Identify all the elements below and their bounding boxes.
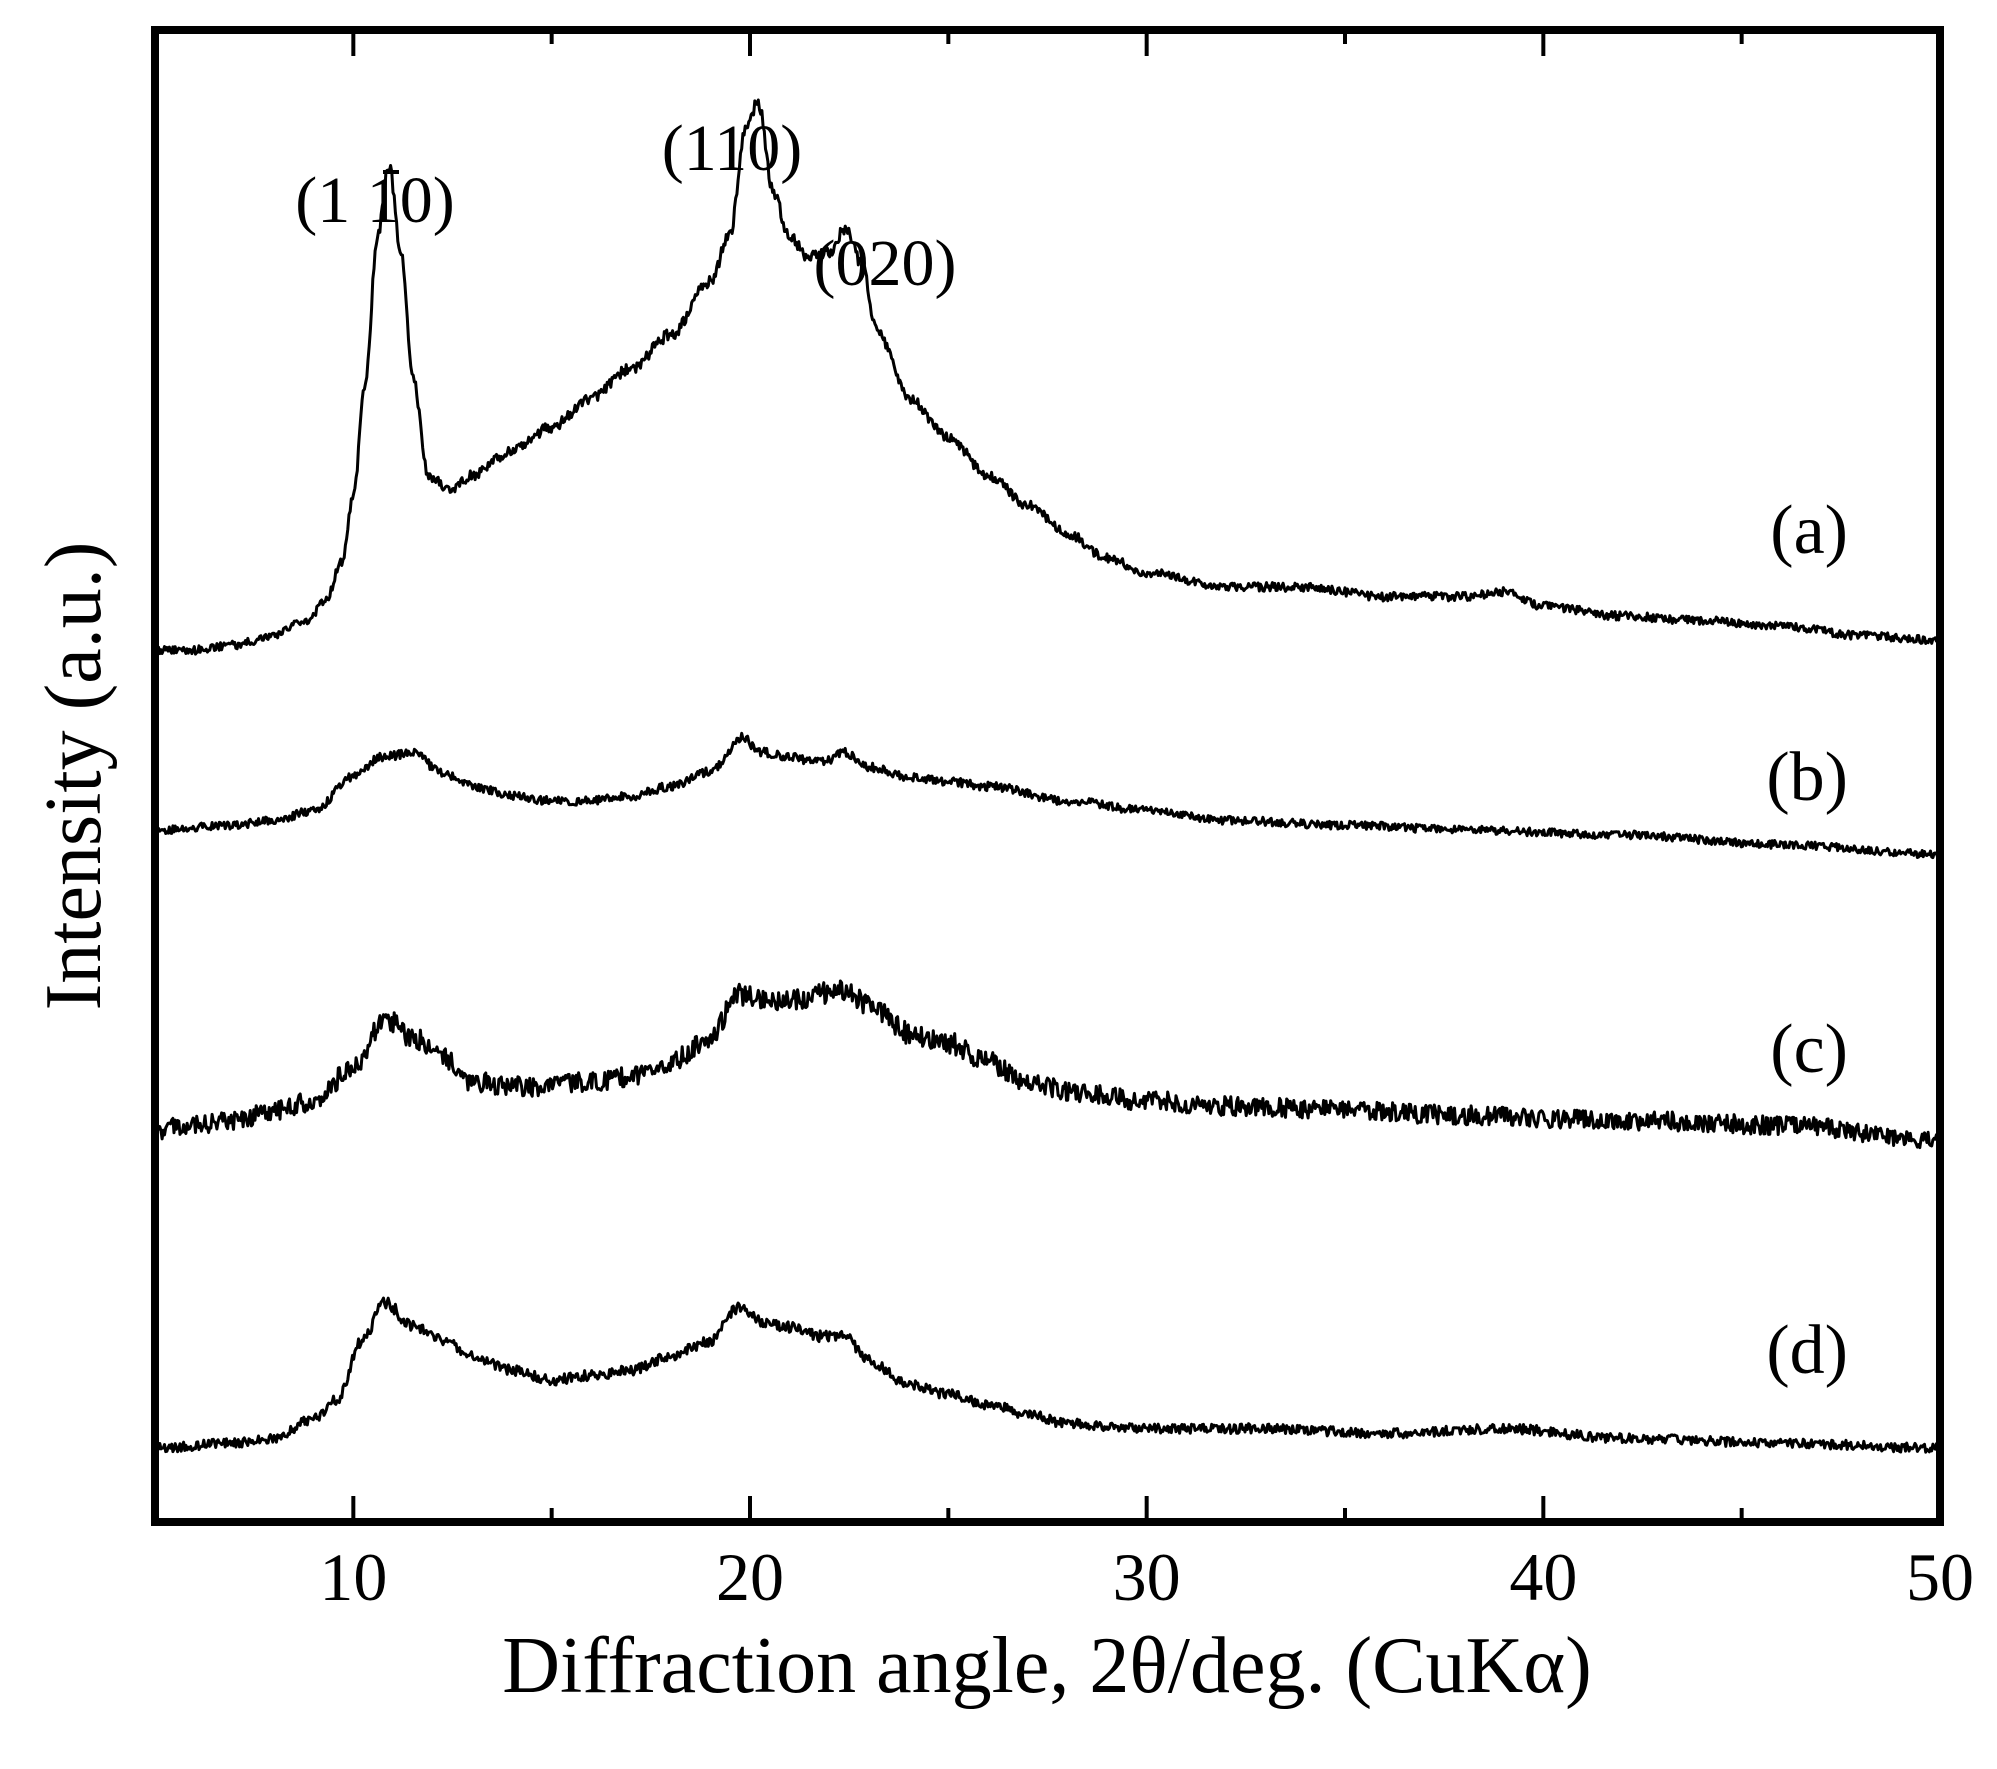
x-tick-label: 30 — [1113, 1539, 1181, 1615]
x-tick-label: 40 — [1509, 1539, 1577, 1615]
x-tick-label: 20 — [716, 1539, 784, 1615]
series-group — [153, 98, 1942, 1454]
series-line-c — [153, 979, 1942, 1150]
x-tick-label: 10 — [319, 1539, 387, 1615]
series-line-d — [153, 1296, 1942, 1454]
series-line-b — [153, 731, 1942, 860]
x-axis-label: Diffraction angle, 2θ/deg. (CuKα) — [502, 1622, 1592, 1710]
series-line-a — [153, 98, 1942, 656]
plot-frame — [151, 26, 1944, 1526]
peak-label: (020) — [814, 227, 957, 300]
curve-label-d: (d) — [1766, 1312, 1848, 1389]
x-tick-label: 50 — [1906, 1539, 1974, 1615]
curve-labels: (a) (b) (c) (d) — [1766, 492, 1848, 1389]
curve-label-b: (b) — [1766, 739, 1848, 816]
peak-labels: (1 10) (110)(020) — [295, 112, 956, 300]
peak-label: (110) — [662, 112, 803, 185]
curve-label-c: (c) — [1770, 1011, 1848, 1088]
curve-label-a: (a) — [1770, 492, 1848, 569]
peak-label: (1 10) — [295, 164, 454, 237]
y-axis-label: Intensity (a.u.) — [30, 542, 118, 1011]
x-ticks: 10 20 30 40 50 — [153, 30, 1974, 1615]
